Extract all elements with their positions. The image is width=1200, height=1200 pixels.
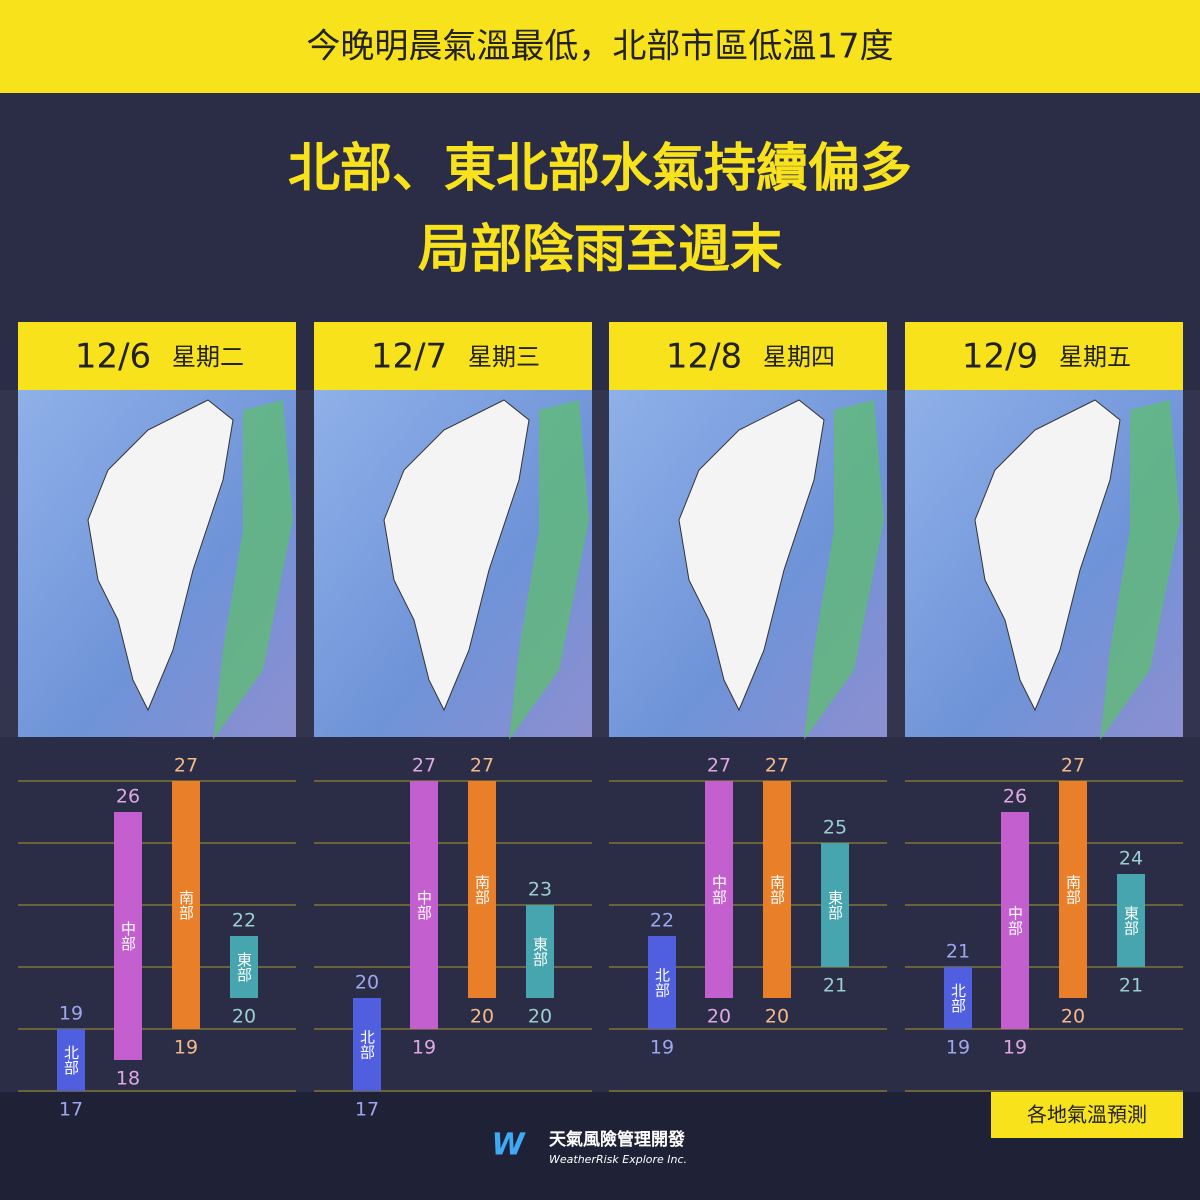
category-label: 南部 [768, 875, 786, 905]
high-label: 20 [355, 972, 379, 994]
category-label: 東部 [826, 890, 844, 920]
high-label: 25 [823, 817, 847, 839]
range-bar [1059, 781, 1087, 998]
date-box [18, 322, 296, 390]
footer-badge [991, 1092, 1183, 1138]
category-label: 東部 [235, 952, 253, 982]
weekday: 星期四 [763, 343, 835, 371]
range-bar [1001, 812, 1029, 1029]
range-bar [410, 781, 438, 1029]
category-label: 北部 [653, 968, 671, 998]
low-label: 17 [355, 1099, 379, 1121]
range-bar [1117, 874, 1145, 967]
high-label: 27 [1061, 755, 1085, 777]
map-rain [213, 400, 293, 740]
header: 今晚明晨氣溫最低，北部市區低溫17度 [306, 27, 893, 67]
category-label: 南部 [473, 875, 491, 905]
logo-subtitle: WeatherRisk Explore Inc. [549, 1153, 687, 1166]
range-bar [353, 998, 381, 1091]
date: 12/6 [75, 337, 151, 377]
high-label: 24 [1119, 848, 1143, 870]
low-label: 20 [1061, 1006, 1085, 1028]
low-label: 21 [823, 975, 847, 997]
high-label: 27 [470, 755, 494, 777]
date-box [905, 322, 1183, 390]
weekday: 星期五 [1059, 343, 1131, 371]
map-rain [509, 400, 589, 740]
high-label: 22 [232, 910, 256, 932]
map-island [383, 399, 530, 712]
range-bar [763, 781, 791, 998]
high-label: 21 [946, 941, 970, 963]
high-label: 27 [707, 755, 731, 777]
category-label: 南部 [177, 890, 195, 920]
high-label: 27 [765, 755, 789, 777]
map-island [678, 399, 825, 712]
high-label: 23 [528, 879, 552, 901]
high-label: 22 [650, 910, 674, 932]
weekday: 星期三 [468, 343, 540, 371]
range-bar [705, 781, 733, 998]
header-bar [0, 0, 1200, 93]
date-box [609, 322, 887, 390]
range-bar [230, 936, 258, 998]
high-label: 26 [1003, 786, 1027, 808]
category-label: 東部 [531, 937, 549, 967]
category-label: 中部 [710, 875, 728, 905]
range-bar [57, 1029, 85, 1091]
low-label: 20 [232, 1006, 256, 1028]
range-bar [114, 812, 142, 1060]
category-label: 北部 [358, 1030, 376, 1060]
category-label: 中部 [415, 890, 433, 920]
category-label: 南部 [1064, 875, 1082, 905]
footer-badge-text: 各地氣溫預測 [1027, 1103, 1147, 1127]
high-label: 26 [116, 786, 140, 808]
category-label: 北部 [949, 983, 967, 1013]
title: 局部陰雨至週末 [418, 220, 782, 280]
category-label: 中部 [119, 921, 137, 951]
date: 12/7 [371, 337, 447, 377]
category-label: 中部 [1006, 906, 1024, 936]
range-bar [821, 843, 849, 967]
map-rain [804, 400, 884, 740]
date: 12/8 [666, 337, 742, 377]
date: 12/9 [962, 337, 1038, 377]
weekday: 星期二 [172, 343, 244, 371]
low-label: 17 [59, 1099, 83, 1121]
logo-mark: W [491, 1128, 526, 1163]
low-label: 18 [116, 1068, 140, 1090]
low-label: 19 [1003, 1037, 1027, 1059]
high-label: 27 [174, 755, 198, 777]
map-island [974, 399, 1121, 712]
low-label: 20 [765, 1006, 789, 1028]
range-bar [944, 967, 972, 1029]
category-label: 北部 [62, 1045, 80, 1075]
category-label: 東部 [1122, 906, 1140, 936]
range-bar [468, 781, 496, 998]
range-bar [172, 781, 200, 1029]
high-label: 19 [59, 1003, 83, 1025]
low-label: 20 [707, 1006, 731, 1028]
range-bar [648, 936, 676, 1029]
low-label: 19 [412, 1037, 436, 1059]
logo-name: 天氣風險管理開發 [549, 1129, 685, 1150]
low-label: 20 [528, 1006, 552, 1028]
title: 北部、東北部水氣持續偏多 [288, 139, 912, 199]
map-rain [1100, 400, 1180, 740]
low-label: 19 [174, 1037, 198, 1059]
low-label: 20 [470, 1006, 494, 1028]
low-label: 19 [650, 1037, 674, 1059]
low-label: 21 [1119, 975, 1143, 997]
low-label: 19 [946, 1037, 970, 1059]
map-island [87, 399, 234, 712]
date-box [314, 322, 592, 390]
high-label: 27 [412, 755, 436, 777]
range-bar [526, 905, 554, 998]
